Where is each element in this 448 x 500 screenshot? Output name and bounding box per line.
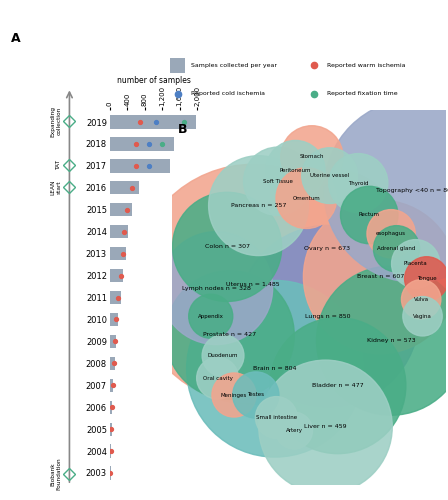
Text: TAT: TAT <box>56 160 61 170</box>
Bar <box>110 160 170 172</box>
Ellipse shape <box>281 126 343 188</box>
Text: A: A <box>11 32 21 45</box>
Text: Bladder n = 477: Bladder n = 477 <box>312 383 364 388</box>
Text: Meninges: Meninges <box>221 392 247 398</box>
Ellipse shape <box>202 334 244 376</box>
Text: Appendix: Appendix <box>198 314 224 319</box>
Text: esophagus: esophagus <box>376 231 406 236</box>
Bar <box>110 400 112 413</box>
Text: Vagina: Vagina <box>413 314 432 319</box>
Text: Kidney n = 573: Kidney n = 573 <box>367 338 415 343</box>
Ellipse shape <box>197 357 238 399</box>
Text: Vulva: Vulva <box>414 297 429 302</box>
Ellipse shape <box>367 210 415 258</box>
Ellipse shape <box>233 372 279 418</box>
Text: Placenta: Placenta <box>404 261 427 266</box>
Text: Brain n = 804: Brain n = 804 <box>253 366 297 371</box>
Ellipse shape <box>244 147 312 216</box>
Text: Reported fixation time: Reported fixation time <box>327 92 398 96</box>
Bar <box>110 269 123 282</box>
Ellipse shape <box>317 266 448 415</box>
Bar <box>110 466 111 479</box>
Text: Uterine vessel: Uterine vessel <box>310 173 349 178</box>
Ellipse shape <box>255 396 297 438</box>
Ellipse shape <box>133 164 373 404</box>
Ellipse shape <box>187 280 363 457</box>
Bar <box>110 225 128 238</box>
Ellipse shape <box>303 200 448 354</box>
Ellipse shape <box>160 232 273 344</box>
Text: Small intestine: Small intestine <box>256 415 297 420</box>
Text: Soft Tissue: Soft Tissue <box>263 179 293 184</box>
Text: B: B <box>178 123 187 136</box>
Ellipse shape <box>340 186 398 244</box>
FancyBboxPatch shape <box>170 58 185 72</box>
Ellipse shape <box>329 154 388 212</box>
Ellipse shape <box>266 140 325 200</box>
Ellipse shape <box>374 226 420 272</box>
Bar <box>110 444 111 458</box>
Ellipse shape <box>276 412 313 449</box>
Text: Prostate n = 427: Prostate n = 427 <box>203 332 256 338</box>
Text: Thyroid: Thyroid <box>348 180 369 186</box>
Ellipse shape <box>172 192 282 302</box>
Bar <box>110 313 118 326</box>
Ellipse shape <box>270 318 406 454</box>
Ellipse shape <box>165 270 294 400</box>
Text: Colon n = 307: Colon n = 307 <box>205 244 250 250</box>
Ellipse shape <box>401 280 441 319</box>
Ellipse shape <box>209 156 309 256</box>
Text: Ovary n = 673: Ovary n = 673 <box>304 246 350 251</box>
Bar <box>110 116 196 128</box>
Text: Lymph nodes n = 328: Lymph nodes n = 328 <box>182 286 250 290</box>
Ellipse shape <box>189 294 233 339</box>
Ellipse shape <box>403 296 442 336</box>
Text: Biobank
Foundation: Biobank Foundation <box>51 458 61 490</box>
Ellipse shape <box>302 148 358 204</box>
Text: Reported cold ischemia: Reported cold ischemia <box>191 92 265 96</box>
Text: Artery: Artery <box>285 428 302 433</box>
Bar <box>110 182 138 194</box>
Text: Tongue: Tongue <box>417 276 436 281</box>
Ellipse shape <box>212 373 256 417</box>
Ellipse shape <box>246 168 408 330</box>
Ellipse shape <box>405 256 448 301</box>
Text: Testes: Testes <box>247 392 264 398</box>
Ellipse shape <box>392 240 440 288</box>
Text: Peritoneum: Peritoneum <box>280 168 311 172</box>
Text: Reported warm ischemia: Reported warm ischemia <box>327 63 406 68</box>
Bar <box>110 378 113 392</box>
Text: Oral cavity: Oral cavity <box>202 376 233 380</box>
Bar <box>110 138 174 150</box>
Text: Omentum: Omentum <box>293 196 320 200</box>
Bar <box>110 291 121 304</box>
Bar <box>110 422 112 436</box>
X-axis label: number of samples: number of samples <box>116 76 190 85</box>
Text: Uterus n = 1,485: Uterus n = 1,485 <box>226 282 280 287</box>
Text: LEAN
start: LEAN start <box>51 180 61 195</box>
Bar <box>110 203 132 216</box>
Text: Rectum: Rectum <box>359 212 380 218</box>
Text: Samples collected per year: Samples collected per year <box>191 63 277 68</box>
Text: Adrenal gland: Adrenal gland <box>377 246 416 251</box>
Text: Pancreas n = 257: Pancreas n = 257 <box>231 203 286 208</box>
Text: Breast n = 607: Breast n = 607 <box>357 274 404 280</box>
Text: Stomach: Stomach <box>300 154 324 160</box>
Bar <box>110 356 115 370</box>
Bar <box>110 247 126 260</box>
Text: Duodenum: Duodenum <box>208 353 238 358</box>
Ellipse shape <box>259 360 392 494</box>
Ellipse shape <box>276 168 337 228</box>
Text: Topography <40 n = 867: Topography <40 n = 867 <box>376 188 448 193</box>
Text: Expanding
collection: Expanding collection <box>51 106 61 136</box>
Text: Liver n = 459: Liver n = 459 <box>304 424 347 430</box>
Ellipse shape <box>237 226 419 407</box>
Ellipse shape <box>324 99 448 282</box>
Text: Lungs n = 850: Lungs n = 850 <box>306 314 351 319</box>
Bar <box>110 335 116 348</box>
